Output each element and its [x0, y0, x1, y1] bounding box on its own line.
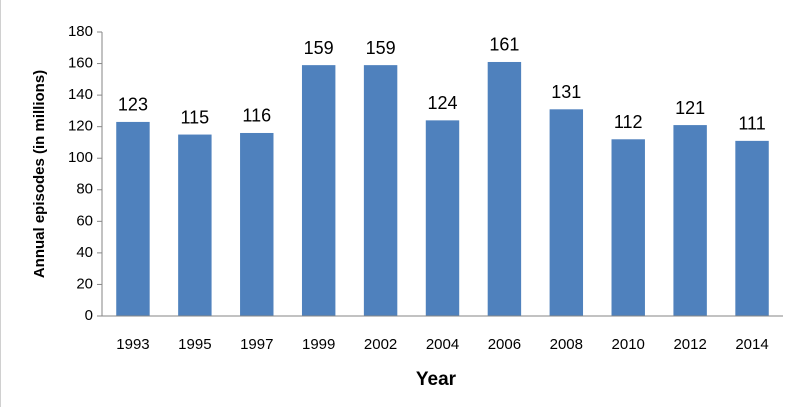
bar — [240, 132, 274, 316]
data-label: 131 — [551, 82, 581, 102]
y-tick-label: 80 — [76, 181, 93, 198]
y-tick-label: 180 — [68, 23, 93, 40]
y-tick-label: 160 — [68, 55, 93, 72]
bar — [116, 121, 150, 316]
data-label: 161 — [489, 35, 519, 55]
bar — [735, 140, 769, 316]
x-tick-label: 2004 — [426, 336, 459, 353]
x-tick-label: 2008 — [550, 336, 583, 353]
y-tick-label: 40 — [76, 244, 93, 261]
x-tick-label: 1997 — [240, 336, 273, 353]
data-label: 121 — [675, 98, 705, 118]
data-label: 112 — [614, 112, 643, 132]
x-tick-label: 2006 — [488, 336, 521, 353]
x-tick-label: 1995 — [178, 336, 211, 353]
bar — [549, 109, 584, 316]
y-axis-title: Annual episodes (in millions) — [31, 70, 48, 278]
y-tick-label: 60 — [76, 212, 93, 229]
x-tick-label: 2012 — [673, 336, 706, 353]
y-tick-label: 20 — [76, 275, 93, 292]
data-label: 123 — [118, 95, 148, 115]
data-label: 111 — [738, 114, 765, 134]
bar — [178, 134, 212, 316]
y-tick-label: 0 — [85, 307, 93, 324]
y-tick-label: 140 — [68, 86, 93, 103]
bar — [673, 125, 707, 316]
x-tick-label: 1993 — [116, 336, 149, 353]
x-tick-label: 2002 — [364, 336, 397, 353]
x-axis-title: Year — [416, 369, 457, 390]
bar — [425, 120, 460, 316]
x-tick-label: 1999 — [302, 336, 335, 353]
data-label: 124 — [427, 93, 457, 113]
x-tick-label: 2010 — [612, 336, 645, 353]
x-tick-label: 2014 — [735, 336, 768, 353]
y-tick-label: 100 — [68, 149, 93, 166]
bar — [611, 139, 645, 316]
data-label: 116 — [242, 106, 271, 126]
data-label: 159 — [304, 38, 334, 58]
bar — [363, 65, 398, 316]
data-label: 159 — [366, 38, 396, 58]
bar — [301, 65, 336, 316]
y-tick-label: 120 — [68, 118, 93, 135]
bar — [487, 61, 522, 316]
data-label: 115 — [181, 107, 210, 127]
